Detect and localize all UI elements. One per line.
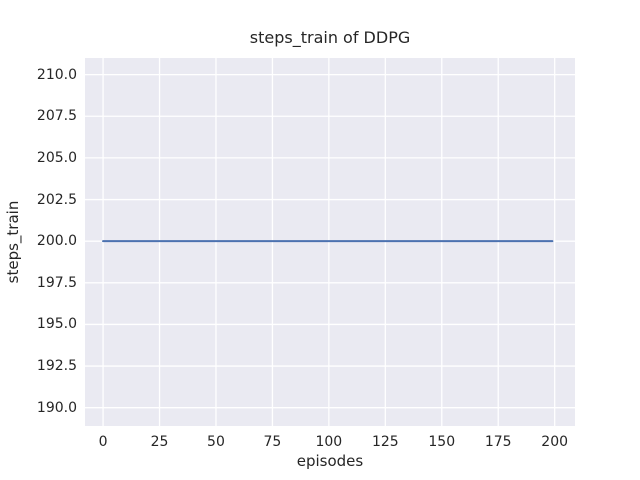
y-tick-label: 197.5: [36, 274, 77, 291]
x-axis-label: episodes: [296, 452, 364, 470]
x-tick-label: 175: [484, 434, 512, 450]
y-tick-label: 195.0: [36, 316, 77, 333]
y-tick-label: 190.0: [36, 399, 77, 416]
chart-title: steps_train of DDPG: [249, 28, 411, 47]
y-tick-label: 210.0: [36, 66, 77, 83]
x-tick-label: 0: [98, 434, 108, 450]
plot-canvas: [85, 58, 575, 426]
x-tick-label: 200: [541, 434, 569, 450]
x-tick-label: 125: [371, 434, 399, 450]
y-tick-label: 205.0: [36, 149, 77, 166]
x-tick-label: 25: [150, 434, 169, 450]
y-tick-label: 200.0: [36, 233, 77, 250]
x-tick-label: 100: [315, 434, 343, 450]
y-tick-label: 207.5: [36, 108, 77, 125]
y-tick-label: 202.5: [36, 191, 77, 208]
plot-area: [85, 58, 575, 426]
x-tick-label: 75: [263, 434, 282, 450]
x-tick-label: 50: [207, 434, 225, 450]
y-tick-label: 192.5: [36, 358, 77, 375]
x-tick-label: 150: [428, 434, 456, 450]
